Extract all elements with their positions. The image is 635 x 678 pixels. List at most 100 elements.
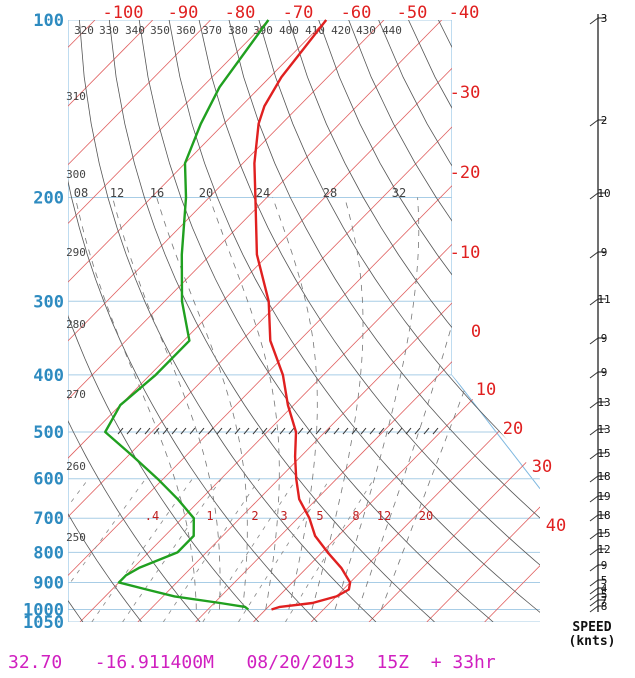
isotherm [426,20,540,622]
dry-adiabat [497,20,540,622]
footer-time: 15Z [376,652,410,673]
theta-label: 270 [66,388,86,401]
mixing-ratio-line [162,478,261,622]
wind-barb [589,452,599,460]
wind-barb [589,298,599,306]
dry-adiabat [348,20,540,622]
dry-adiabat [0,20,24,622]
temperature-label: 20 [503,419,523,439]
hatch-mark [153,427,160,435]
wind-speed-label: 7 [601,594,608,607]
hatch-mark [207,427,214,435]
hatch-mark [189,427,196,435]
isotherm [68,20,385,622]
dry-adiabat [588,20,635,622]
theta-label: 310 [66,90,86,103]
pressure-label: 700 [33,509,64,529]
hatch-mark [216,427,223,435]
mixing-ratio-label: 3 [280,509,287,523]
wind-barb [589,192,599,200]
wind-speed-label: 9 [601,332,608,345]
wind-speed-label: 13 [597,396,610,409]
isotherm [68,20,443,622]
temperature-label: -100 [103,3,144,23]
isotherm [195,20,540,622]
mixing-ratio-label: 2 [251,509,258,523]
pressure-label: 900 [33,574,64,594]
mixing-ratio-label: 8 [352,509,359,523]
theta-e-label: 28 [323,186,337,200]
hatch-mark [387,427,394,435]
hatch-mark [342,427,349,435]
wind-speed-label: 8 [601,600,608,613]
theta-label: 400 [279,24,299,37]
hatch-mark [225,427,232,435]
wind-barb [589,119,599,127]
moist-adiabat [209,197,280,610]
wind-barb [589,401,599,409]
wind-barb [589,428,599,436]
dry-adiabat [168,20,540,622]
wind-barb [589,495,599,503]
moist-adiabat [272,197,318,610]
wind-speed-label: 19 [597,490,610,503]
pressure-label: 600 [33,470,64,490]
wind-barb [589,371,599,379]
pressure-label: 1050 [23,613,64,633]
pressure-label: 100 [33,11,64,31]
theta-e-label: 32 [392,186,406,200]
theta-label: 360 [176,24,196,37]
isotherm [68,20,500,622]
dry-adiabat [68,20,142,622]
mixing-ratio-line [91,478,193,622]
wind-speed-label: 5 [601,574,608,587]
axis-labels: 10020030040050060070080090010001050-100-… [23,3,566,633]
footer-date: 08/20/2013 [246,652,355,673]
wind-barb [589,593,599,601]
pressure-label: 500 [33,423,64,443]
plot-area [0,20,635,622]
wind-barb [589,514,599,522]
wind-barb [589,599,599,607]
wind-speed-label: 4 [601,582,608,595]
hatch-mark [162,427,169,435]
isotherm [68,20,327,622]
theta-label: 420 [331,24,351,37]
isotherm [368,20,540,622]
moist-adiabat [334,197,420,610]
hatch-mark [288,427,295,435]
mixing-ratio-label: 20 [419,509,433,523]
temperature-label: 10 [476,380,496,400]
footer-forecast: + 33hr [430,652,496,673]
theta-label: 280 [66,318,86,331]
pressure-label: 400 [33,366,64,386]
hatch-mark [423,427,430,435]
wind-barb [589,587,599,595]
temperature-label: -30 [450,83,481,103]
theta-label: 290 [66,246,86,259]
dry-adiabat [527,20,540,622]
pressure-label: 300 [33,292,64,312]
hatch-mark [198,427,205,435]
temperature-label: 0 [471,322,481,342]
hatch-mark [324,427,331,435]
hatch-mark [333,427,340,435]
wind-speed-label: 9 [601,366,608,379]
theta-label: 440 [382,24,402,37]
mixing-ratio-label: 1 [206,509,213,523]
temperature-label: -90 [168,3,199,23]
hatch-mark [252,427,259,435]
mixing-ratio-line [122,478,222,622]
theta-e-label: 24 [256,186,270,200]
hatch-mark [351,427,358,435]
dry-adiabat [68,20,201,622]
wind-barb [589,605,599,613]
hatch-mark [243,427,250,435]
hatch-mark [369,427,376,435]
wind-speed-axis: 3210911991313151819181512954578SPEED(knt… [569,12,616,649]
plot-frame [68,20,540,622]
temperature-label: 40 [546,516,566,536]
hatch-mark [432,427,439,435]
wind-speed-label: 13 [597,423,610,436]
